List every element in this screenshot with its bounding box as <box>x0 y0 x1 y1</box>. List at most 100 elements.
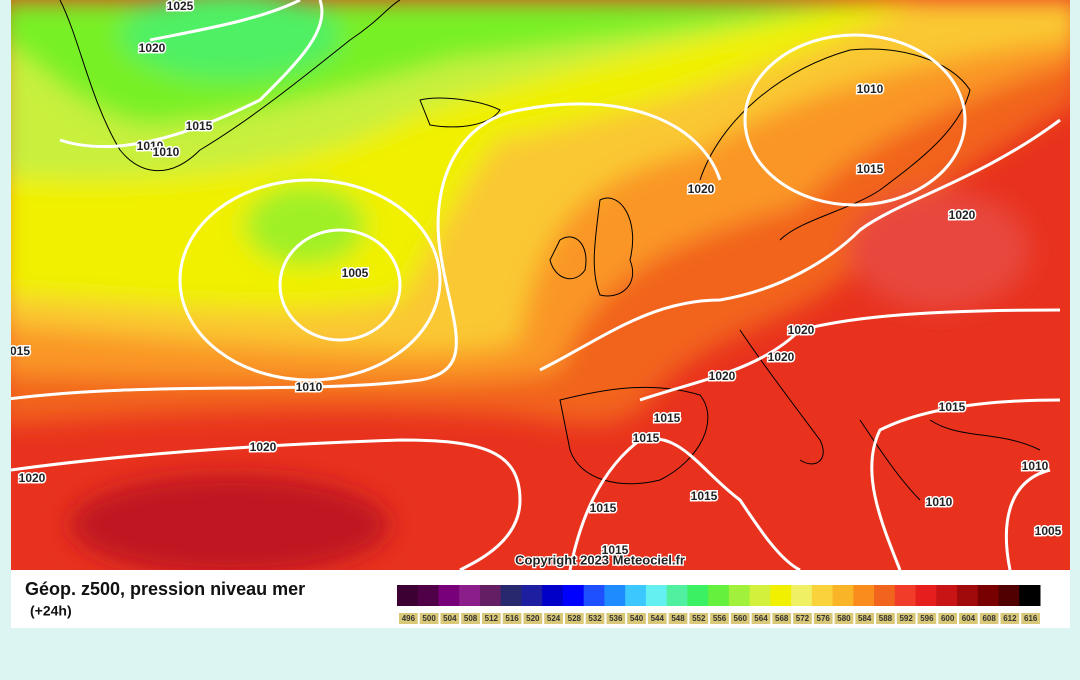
legend-label: 552 <box>692 614 706 623</box>
legend-label-bg <box>834 613 854 624</box>
legend-label: 540 <box>630 614 644 623</box>
legend-label: 516 <box>505 614 519 623</box>
legend-swatch <box>687 585 709 606</box>
legend-label: 508 <box>464 614 478 623</box>
isobar-label: 1015 <box>857 162 884 176</box>
map: 1025102010151010101010051010102010200151… <box>10 0 1070 570</box>
isobar-label: 1010 <box>857 82 884 96</box>
legend-label: 572 <box>796 614 810 623</box>
legend-subtitle: (+24h) <box>30 603 72 619</box>
legend-label-bg <box>440 613 460 624</box>
legend-label: 608 <box>982 614 996 623</box>
legend-swatch <box>438 585 460 606</box>
legend-swatch <box>521 585 543 606</box>
legend-swatch <box>500 585 522 606</box>
isobar-label: 1025 <box>167 0 194 13</box>
legend-label-bg <box>399 613 418 624</box>
legend-label-bg <box>419 613 439 624</box>
isobar-label: 1015 <box>633 431 660 445</box>
legend-swatch <box>853 585 875 606</box>
legend-label: 592 <box>899 614 913 623</box>
legend-swatch <box>417 585 439 606</box>
legend-label: 496 <box>402 614 416 623</box>
legend-label: 596 <box>920 614 934 623</box>
legend-swatch <box>397 585 419 606</box>
legend-swatch <box>562 585 585 606</box>
isobar-label: 1015 <box>654 411 681 425</box>
legend-label-bg <box>523 613 543 624</box>
legend-swatch <box>479 585 502 606</box>
legend-label-bg <box>1000 613 1020 624</box>
legend-swatch <box>874 585 896 606</box>
isobar-label: 1015 <box>602 543 629 557</box>
legend-swatch <box>459 585 481 606</box>
legend-label: 532 <box>588 614 602 623</box>
legend-label: 504 <box>443 614 457 623</box>
legend-label: 604 <box>962 614 976 623</box>
legend-swatch <box>645 585 668 606</box>
isobar-label: 015 <box>10 344 30 358</box>
legend-label-bg <box>793 613 812 624</box>
legend-swatch <box>604 585 626 606</box>
isobar-label: 1020 <box>788 323 815 337</box>
legend-swatch <box>936 585 958 606</box>
legend-label-bg <box>772 613 792 624</box>
isobar-label: 1015 <box>590 501 617 515</box>
legend-label: 612 <box>1003 614 1017 623</box>
legend-label: 600 <box>941 614 955 623</box>
legend-swatch <box>770 585 792 606</box>
coastlines <box>59 0 1041 501</box>
legend-label-bg <box>564 613 584 624</box>
isobar-label: 1020 <box>139 41 166 55</box>
isobar-label: 1020 <box>949 208 976 222</box>
legend-label-bg <box>710 613 729 624</box>
legend-swatch <box>542 585 564 606</box>
isobar-label: 1020 <box>688 182 715 196</box>
legend-label: 544 <box>651 614 665 623</box>
isobar-label: 1010 <box>137 139 164 153</box>
isobar-label: 1005 <box>342 266 369 280</box>
legend-label: 584 <box>858 614 872 623</box>
legend-label: 524 <box>547 614 561 623</box>
isobar-label: 1015 <box>186 119 213 133</box>
legend-label: 568 <box>775 614 789 623</box>
legend-label: 588 <box>879 614 893 623</box>
legend-swatch <box>583 585 605 606</box>
legend-label-bg <box>585 613 605 624</box>
legend-label-bg <box>627 613 646 624</box>
isobars <box>11 0 1061 570</box>
copyright: Copyright 2023 Meteociel.fr <box>515 552 685 567</box>
legend-swatch <box>1019 585 1041 606</box>
legend-label: 548 <box>671 614 685 623</box>
legend-swatch <box>915 585 937 606</box>
legend-swatch <box>625 585 647 606</box>
legend-swatch <box>728 585 751 606</box>
isobar-label: 1015 <box>939 400 966 414</box>
legend-label-bg <box>938 613 958 624</box>
legend-label-bg <box>855 613 875 624</box>
legend-label-bg <box>1021 613 1040 624</box>
legend-swatch <box>894 585 917 606</box>
legend-label-bg <box>917 613 937 624</box>
legend-label: 576 <box>817 614 831 623</box>
legend-label-bg <box>647 613 667 624</box>
isobar-label: 1010 <box>1022 459 1049 473</box>
legend-label-bg <box>481 613 501 624</box>
legend-label-bg <box>502 613 522 624</box>
legend-label: 564 <box>754 614 768 623</box>
isobar-label: 1010 <box>296 380 323 394</box>
legend-title: Géop. z500, pression niveau mer <box>25 579 305 599</box>
legend-label-bg <box>606 613 626 624</box>
legend-swatch <box>957 585 979 606</box>
isobar-label: 1010 <box>153 145 180 159</box>
isobar-label: 1020 <box>709 369 736 383</box>
legend-label-bg <box>461 613 480 624</box>
legend-label: 528 <box>568 614 582 623</box>
isobar-label: 1020 <box>250 440 277 454</box>
legend-label-bg <box>959 613 978 624</box>
legend-swatch <box>749 585 771 606</box>
legend-label-bg <box>876 613 895 624</box>
legend-label: 512 <box>485 614 499 623</box>
isobar-label: 1015 <box>691 489 718 503</box>
